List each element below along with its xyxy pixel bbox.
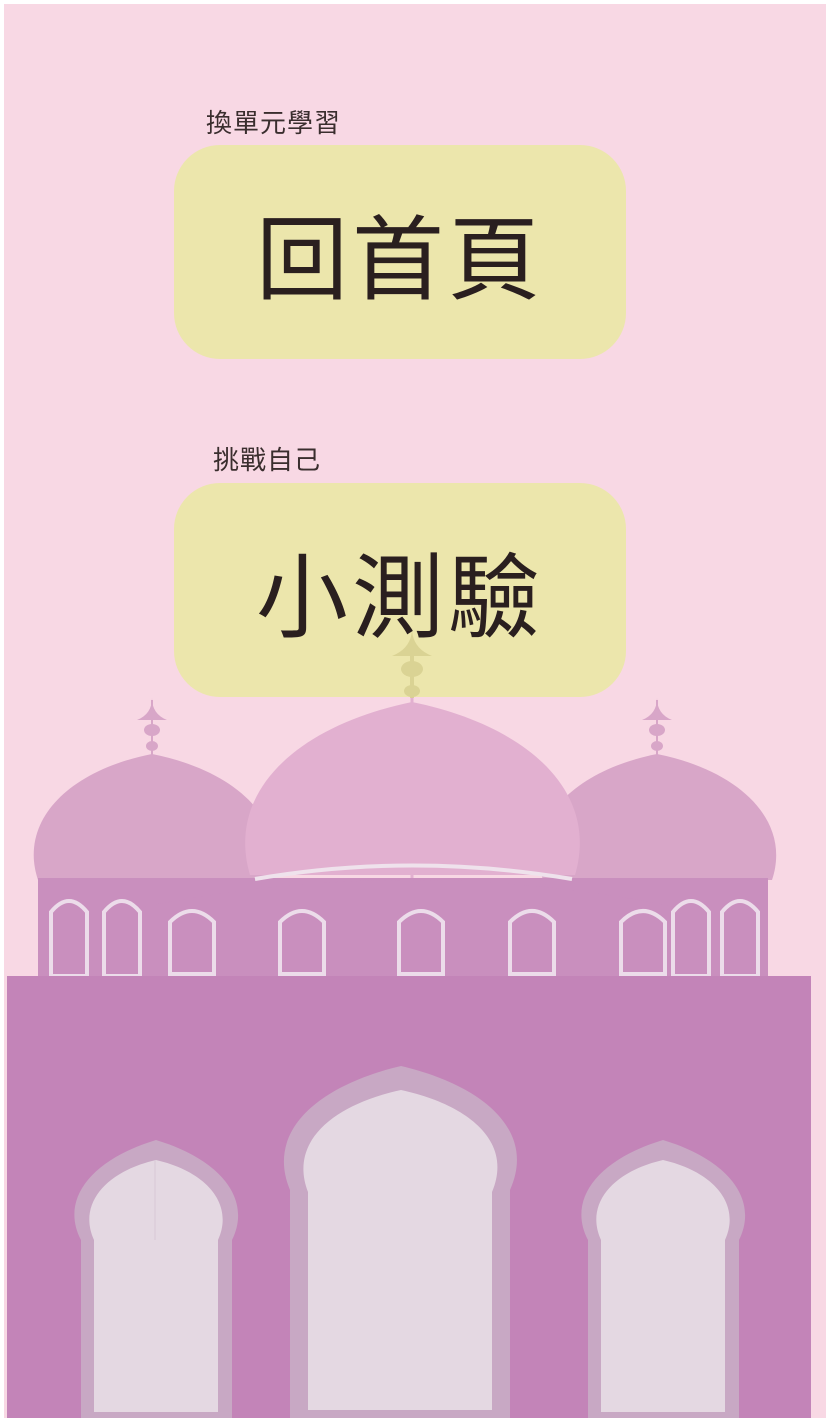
home-hint-text: 換單元學習 [206, 109, 342, 139]
quiz-button[interactable]: 小測驗 [174, 483, 626, 697]
quiz-hint-text: 挑戰自己 [213, 446, 322, 476]
home-button[interactable]: 回首頁 [174, 145, 626, 359]
quiz-button-label: 小測驗 [255, 544, 544, 652]
home-button-label: 回首頁 [255, 206, 544, 314]
